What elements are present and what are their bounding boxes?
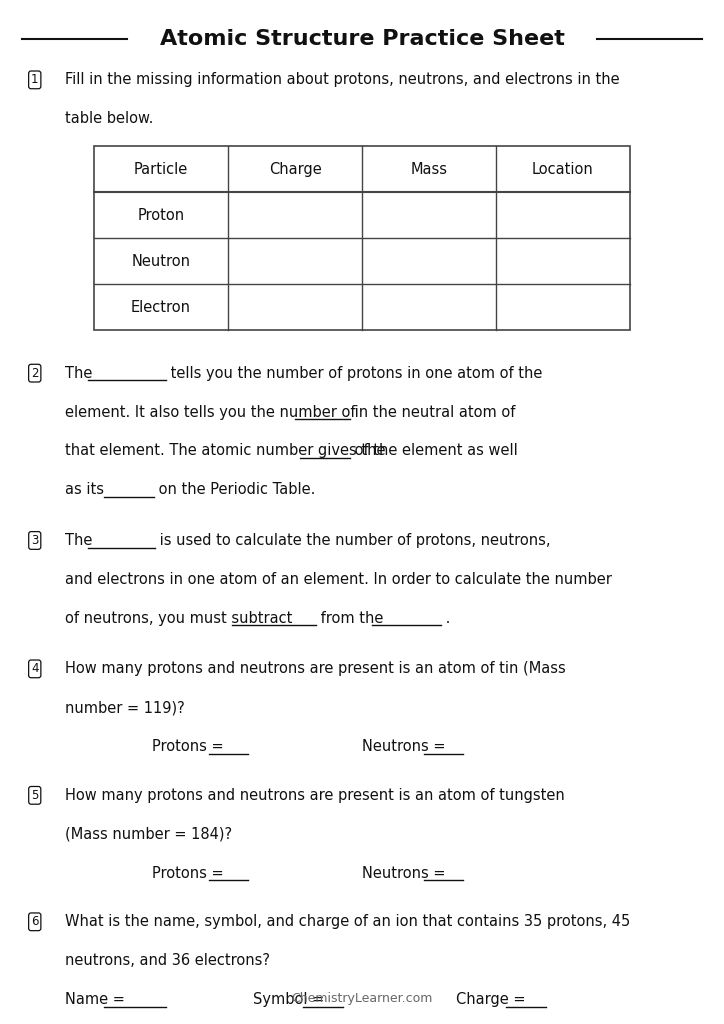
Text: tells you the number of protons in one atom of the: tells you the number of protons in one a… (166, 366, 542, 381)
Text: of neutrons, you must subtract: of neutrons, you must subtract (65, 610, 297, 626)
Text: neutrons, and 36 electrons?: neutrons, and 36 electrons? (65, 953, 270, 969)
Text: 3: 3 (31, 534, 38, 547)
Text: 5: 5 (31, 788, 38, 802)
Text: Name =: Name = (65, 992, 130, 1008)
Text: Electron: Electron (131, 300, 191, 314)
Text: table below.: table below. (65, 112, 153, 126)
Text: The: The (65, 532, 97, 548)
Text: Symbol =: Symbol = (253, 992, 329, 1008)
Text: Charge =: Charge = (456, 992, 530, 1008)
Text: from the: from the (316, 610, 387, 626)
Text: Protons =: Protons = (152, 739, 228, 755)
Text: Proton: Proton (138, 208, 185, 222)
Text: Neutrons =: Neutrons = (362, 739, 450, 755)
Text: number = 119)?: number = 119)? (65, 700, 185, 716)
Text: that element. The atomic number gives the: that element. The atomic number gives th… (65, 443, 390, 459)
Text: Charge: Charge (269, 162, 321, 176)
Text: (Mass number = 184)?: (Mass number = 184)? (65, 826, 232, 842)
Text: of the element as well: of the element as well (350, 443, 518, 459)
Text: .: . (441, 610, 450, 626)
Text: 4: 4 (31, 663, 38, 676)
Text: Neutron: Neutron (132, 254, 190, 268)
Text: and electrons in one atom of an element. In order to calculate the number: and electrons in one atom of an element.… (65, 571, 612, 587)
Text: ChemistryLearner.com: ChemistryLearner.com (291, 992, 433, 1005)
Text: Particle: Particle (134, 162, 188, 176)
Text: on the Periodic Table.: on the Periodic Table. (154, 482, 316, 498)
Text: 2: 2 (31, 367, 38, 380)
Text: Fill in the missing information about protons, neutrons, and electrons in the: Fill in the missing information about pr… (65, 73, 620, 87)
Text: in the neutral atom of: in the neutral atom of (350, 404, 515, 420)
Bar (94, 146, 630, 331)
Text: is used to calculate the number of protons, neutrons,: is used to calculate the number of proto… (155, 532, 550, 548)
Text: 1: 1 (31, 74, 38, 86)
Text: How many protons and neutrons are present is an atom of tungsten: How many protons and neutrons are presen… (65, 787, 565, 803)
Text: What is the name, symbol, and charge of an ion that contains 35 protons, 45: What is the name, symbol, and charge of … (65, 914, 631, 930)
Text: Protons =: Protons = (152, 865, 228, 881)
Text: How many protons and neutrons are present is an atom of tin (Mass: How many protons and neutrons are presen… (65, 662, 566, 677)
Text: Atomic Structure Practice Sheet: Atomic Structure Practice Sheet (159, 29, 565, 49)
Text: Mass: Mass (411, 162, 447, 176)
Text: Neutrons =: Neutrons = (362, 865, 450, 881)
Text: Location: Location (532, 162, 594, 176)
Text: as its: as its (65, 482, 109, 498)
Text: The: The (65, 366, 97, 381)
Text: element. It also tells you the number of: element. It also tells you the number of (65, 404, 361, 420)
Text: 6: 6 (31, 915, 38, 929)
